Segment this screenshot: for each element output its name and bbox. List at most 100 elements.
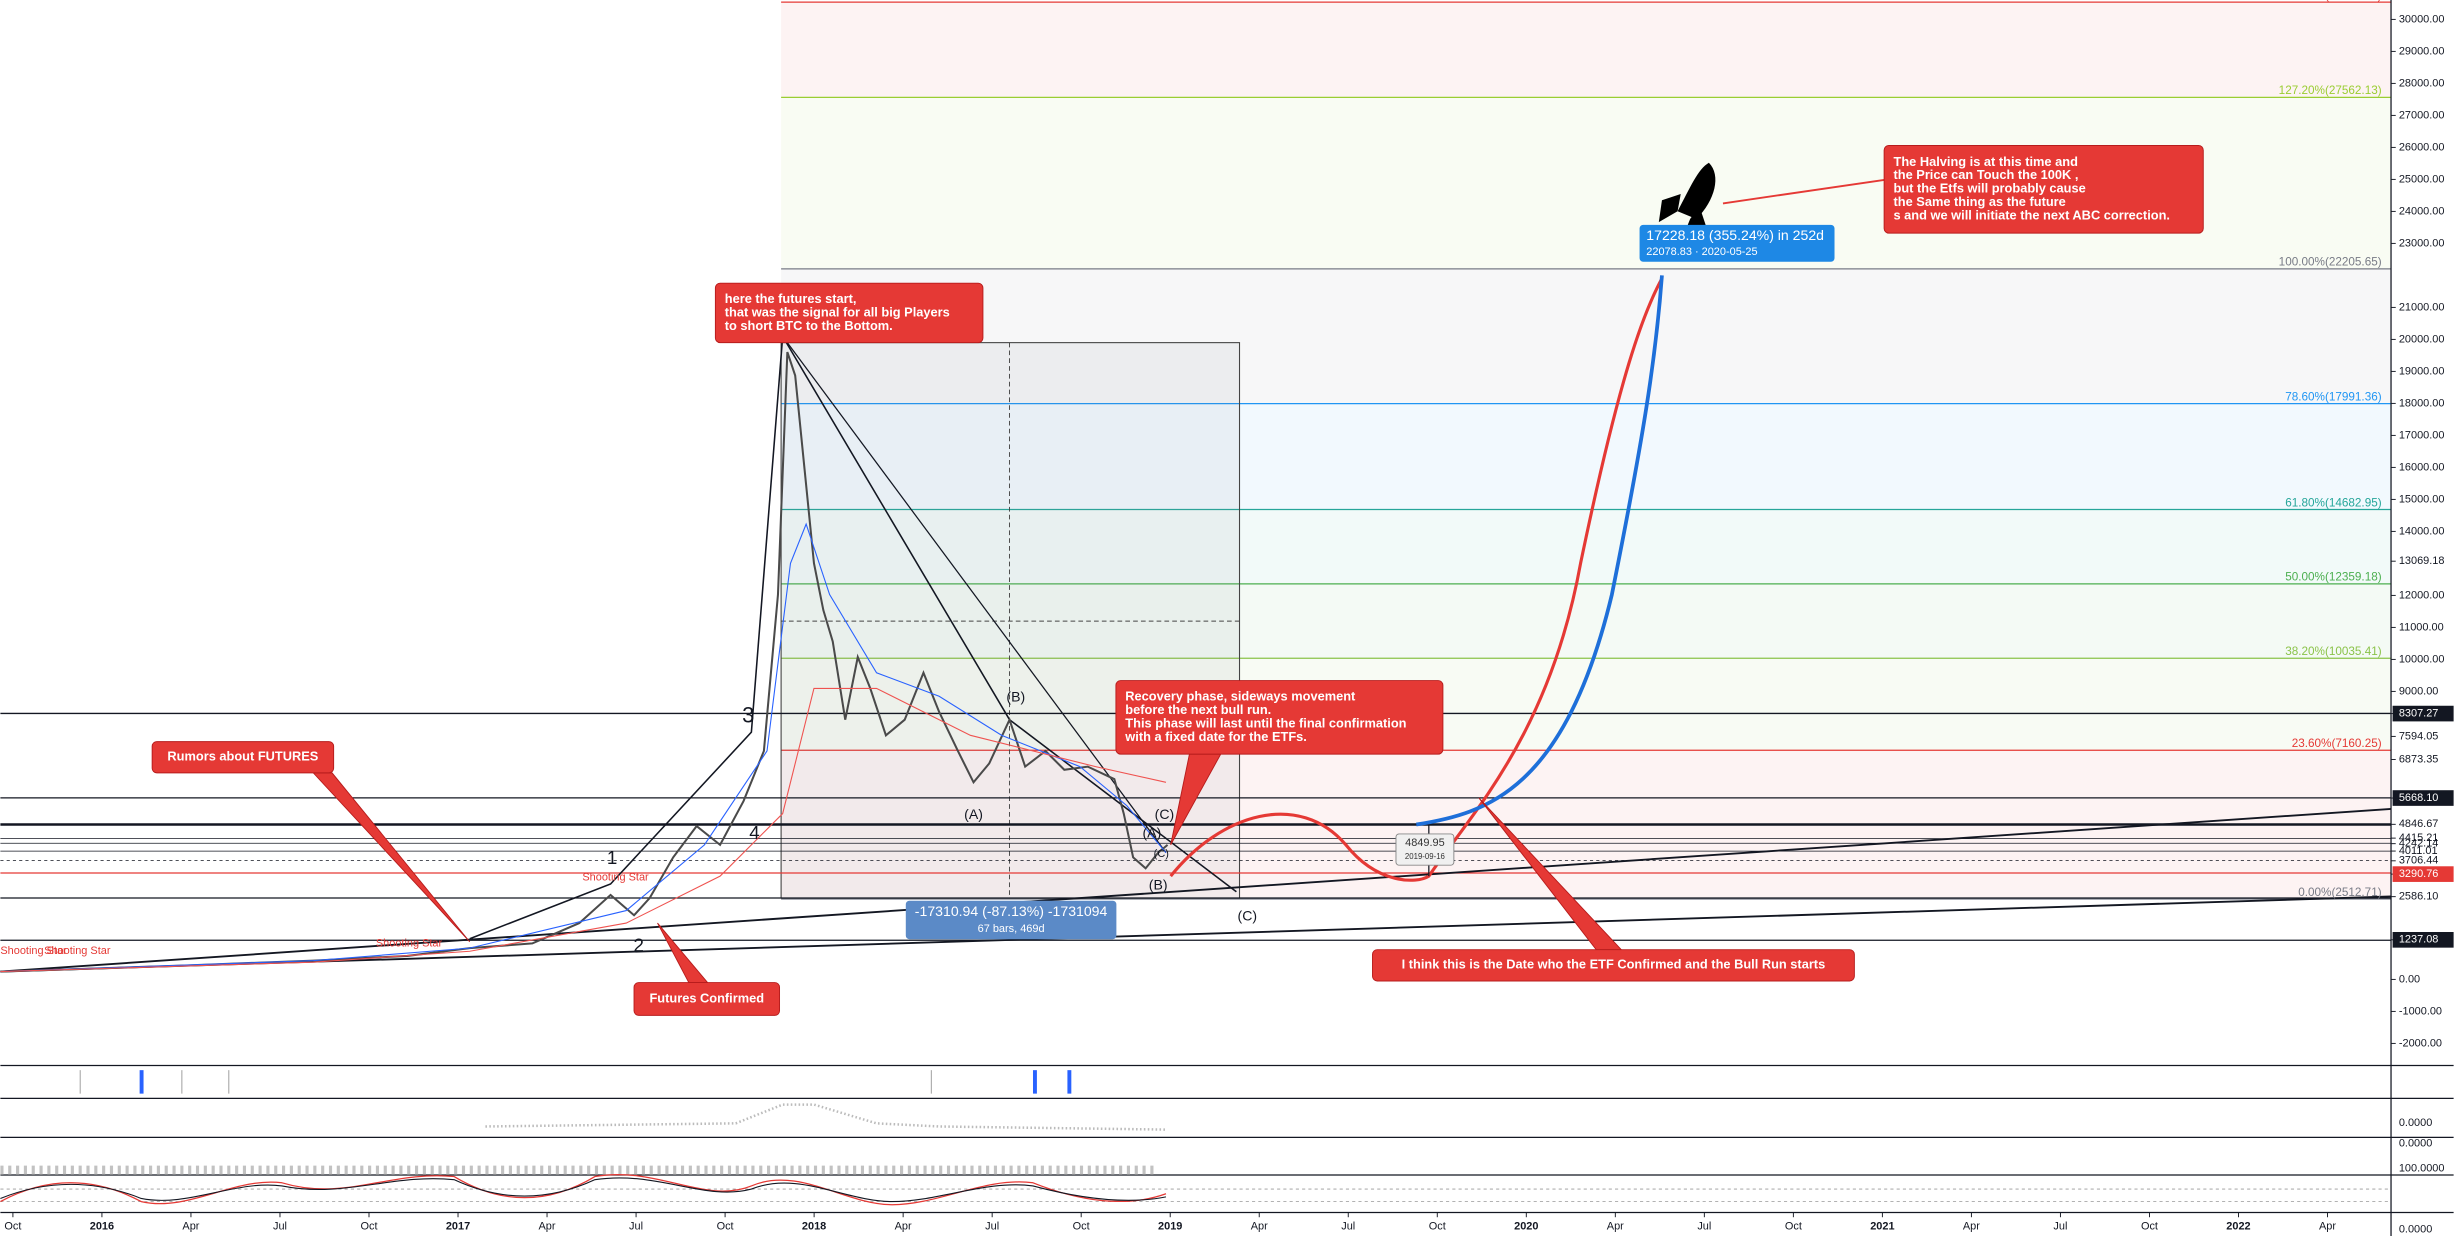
- time-tick-label: 2020: [1514, 1221, 1538, 1233]
- fib-band: [781, 403, 2392, 510]
- price-tick-label: 17000.00: [2399, 429, 2445, 441]
- fib-band: [781, 509, 2392, 584]
- fib-label: 78.60%(17991.36): [2285, 391, 2382, 404]
- time-tick-label: Oct: [1785, 1221, 1802, 1233]
- callout-text: before the next bull run.: [1125, 702, 1271, 717]
- fib-label: 61.80%(14682.95): [2285, 496, 2382, 509]
- time-tick-label: Jul: [1697, 1221, 1711, 1233]
- time-tick-label: Oct: [717, 1221, 734, 1233]
- measure-text: 67 bars, 469d: [978, 923, 1045, 935]
- wave-label: (C): [1154, 848, 1169, 860]
- price-tick-label: 18000.00: [2399, 397, 2445, 409]
- price-series-part: [0, 351, 1169, 973]
- wave-label: 1: [607, 847, 617, 868]
- callout-text: This phase will last until the final con…: [1125, 715, 1406, 730]
- time-tick-label: Oct: [360, 1221, 377, 1233]
- price-tick-label: 13069.18: [2399, 555, 2445, 567]
- price-tick-label: 27000.00: [2399, 109, 2445, 121]
- time-tick-label: Apr: [182, 1221, 199, 1233]
- callout-text: Recovery phase, sideways movement: [1125, 689, 1356, 704]
- date-price-range: [780, 342, 1241, 899]
- time-tick-label: Oct: [2141, 1221, 2158, 1233]
- callout: [633, 982, 781, 1016]
- price-label-box: [2392, 866, 2454, 882]
- callout-text: but the Etfs will probably cause: [1894, 181, 2086, 196]
- wave-label: (B): [1149, 876, 1168, 892]
- pattern-label: Shooting Star: [582, 872, 649, 884]
- callout-tails: [312, 753, 1623, 984]
- price-tick-label: 10000.00: [2399, 653, 2445, 665]
- fib-band: [781, 2, 2392, 98]
- callout-text: the Same thing as the future: [1894, 194, 2066, 209]
- rocket-icon-part: [1658, 194, 1681, 223]
- time-tick-label: Jul: [2053, 1221, 2067, 1233]
- fib-label: 127.20%(27562.13): [2279, 84, 2382, 97]
- fib-bands: [781, 1, 2392, 900]
- callout-text: The Halving is at this time and: [1894, 154, 2078, 169]
- wave-label: (A): [1143, 825, 1162, 841]
- callout-text: the Price can Touch the 100K ,: [1894, 167, 2079, 182]
- time-tick-label: Apr: [1251, 1221, 1268, 1233]
- wave-label: (C): [1238, 908, 1258, 924]
- callout-text: to short BTC to the Bottom.: [725, 318, 893, 333]
- price-tick-label: 11000.00: [2399, 621, 2444, 633]
- indicator-panes-part: [1032, 1070, 1037, 1094]
- measure-text: -17310.94 (-87.13%) -1731094: [915, 903, 1108, 919]
- indicator-panes-part: [0, 1177, 1167, 1203]
- indicator-panes-part: [139, 1070, 144, 1094]
- price-tick-label: 3706.44: [2399, 855, 2439, 867]
- price-tick-label: 20000.00: [2399, 333, 2445, 345]
- price-label-box: [2392, 932, 2454, 948]
- pattern-label: Shooting Star: [376, 937, 443, 949]
- price-tick-label: 4846.67: [2399, 818, 2439, 830]
- price-tick-label: -2000.00: [2399, 1037, 2442, 1049]
- time-tick-label: Apr: [1963, 1221, 1980, 1233]
- callout: [151, 741, 335, 774]
- price-tick-label: 1237.08: [2399, 934, 2439, 946]
- time-tick-label: Apr: [2319, 1221, 2336, 1233]
- price-tick-label: 26000.00: [2399, 141, 2445, 153]
- time-tick-label: Jul: [985, 1221, 999, 1233]
- callout: [1883, 145, 2204, 234]
- time-tick-label: Jul: [1341, 1221, 1355, 1233]
- fib-band: [781, 268, 2392, 404]
- measure-text: 2019-09-16: [1405, 852, 1445, 861]
- indicator-panes-part: [485, 1103, 1166, 1131]
- measure-text: 17228.18 (355.24%) in 252d: [1646, 227, 1824, 243]
- time-tick-label: Apr: [895, 1221, 912, 1233]
- price-tick-label: -1000.00: [2399, 1005, 2442, 1017]
- time-tick-label: Apr: [1607, 1221, 1624, 1233]
- time-tick-label: Jul: [273, 1221, 287, 1233]
- trend-lines: [0, 333, 2392, 973]
- price-tick-label: 6873.35: [2399, 753, 2439, 765]
- time-tick-label: Jul: [629, 1221, 643, 1233]
- price-tick-label: 3290.76: [2399, 868, 2439, 880]
- date-price-range-part: [780, 342, 1241, 899]
- wave-label: (C): [1155, 806, 1175, 822]
- price-tick-label: 28000.00: [2399, 77, 2445, 89]
- pattern-label: Shooting Star: [44, 945, 111, 957]
- fib-label: 100.00%(22205.65): [2279, 256, 2382, 269]
- callout: [1115, 680, 1444, 755]
- wave-label: 4: [749, 822, 759, 843]
- pane-axis-label: 0.0000: [2399, 1224, 2432, 1236]
- time-tick-label: 2022: [2226, 1221, 2250, 1233]
- price-tick-label: 12000.00: [2399, 589, 2445, 601]
- price-tick-label: 7594.05: [2399, 730, 2439, 742]
- callout-text: with a fixed date for the ETFs.: [1124, 729, 1307, 744]
- fib-label: 38.20%(10035.41): [2285, 645, 2382, 658]
- price-tick-label: 4415.21: [2399, 832, 2439, 844]
- rocket-icon-part: [1677, 162, 1716, 220]
- indicator-panes-part: [0, 1173, 1167, 1206]
- callout: [1372, 949, 1855, 982]
- measure-box: [1395, 833, 1455, 866]
- callout-text: Rumors about FUTURES: [167, 749, 318, 764]
- wave-label: (A): [964, 806, 983, 822]
- callout-text: s and we will initiate the next ABC corr…: [1894, 208, 2170, 223]
- callout-text: here the futures start,: [725, 291, 857, 306]
- price-series-part: [0, 687, 1167, 973]
- callout-text: Futures Confirmed: [649, 990, 764, 1005]
